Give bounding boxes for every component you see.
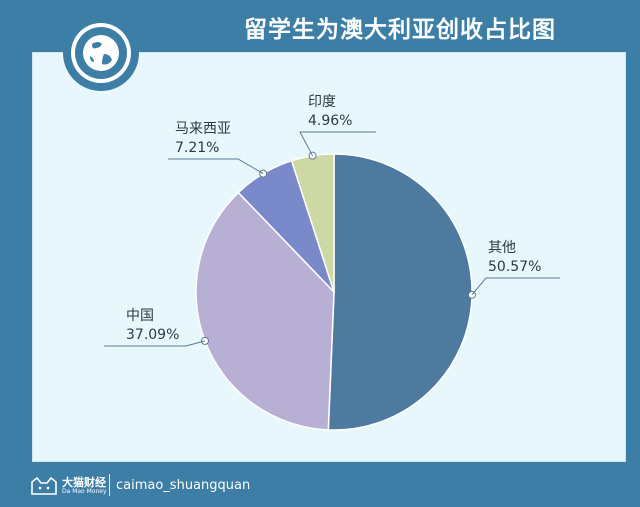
slice-label-0: 其他	[488, 240, 516, 256]
slice-value-0: 50.57%	[488, 259, 541, 275]
footer-handle: caimao_shuangquan	[116, 478, 251, 493]
footer-bar: 大猫财经 Da Mao Money caimao_shuangquan	[0, 462, 640, 507]
slice-value-1: 37.09%	[126, 327, 179, 343]
pie-slice-0	[327, 153, 473, 431]
leader-line-1	[104, 340, 206, 347]
leader-line-0	[471, 277, 560, 296]
slice-label-1: 中国	[126, 308, 154, 324]
leader-line-3	[299, 131, 376, 156]
footer-divider	[109, 474, 110, 496]
slice-label-3: 印度	[308, 94, 336, 110]
page-title: 留学生为澳大利亚创收占比图	[244, 17, 556, 43]
leader-line-2	[168, 158, 264, 175]
cat-logo-icon	[31, 476, 57, 495]
brand-name: 大猫财经	[62, 476, 106, 489]
brand-subtitle: Da Mao Money	[62, 488, 107, 495]
globe-badge-icon	[63, 15, 139, 91]
slice-value-2: 7.21%	[175, 140, 219, 156]
slice-value-3: 4.96%	[308, 113, 352, 129]
slice-label-2: 马来西亚	[175, 121, 231, 137]
